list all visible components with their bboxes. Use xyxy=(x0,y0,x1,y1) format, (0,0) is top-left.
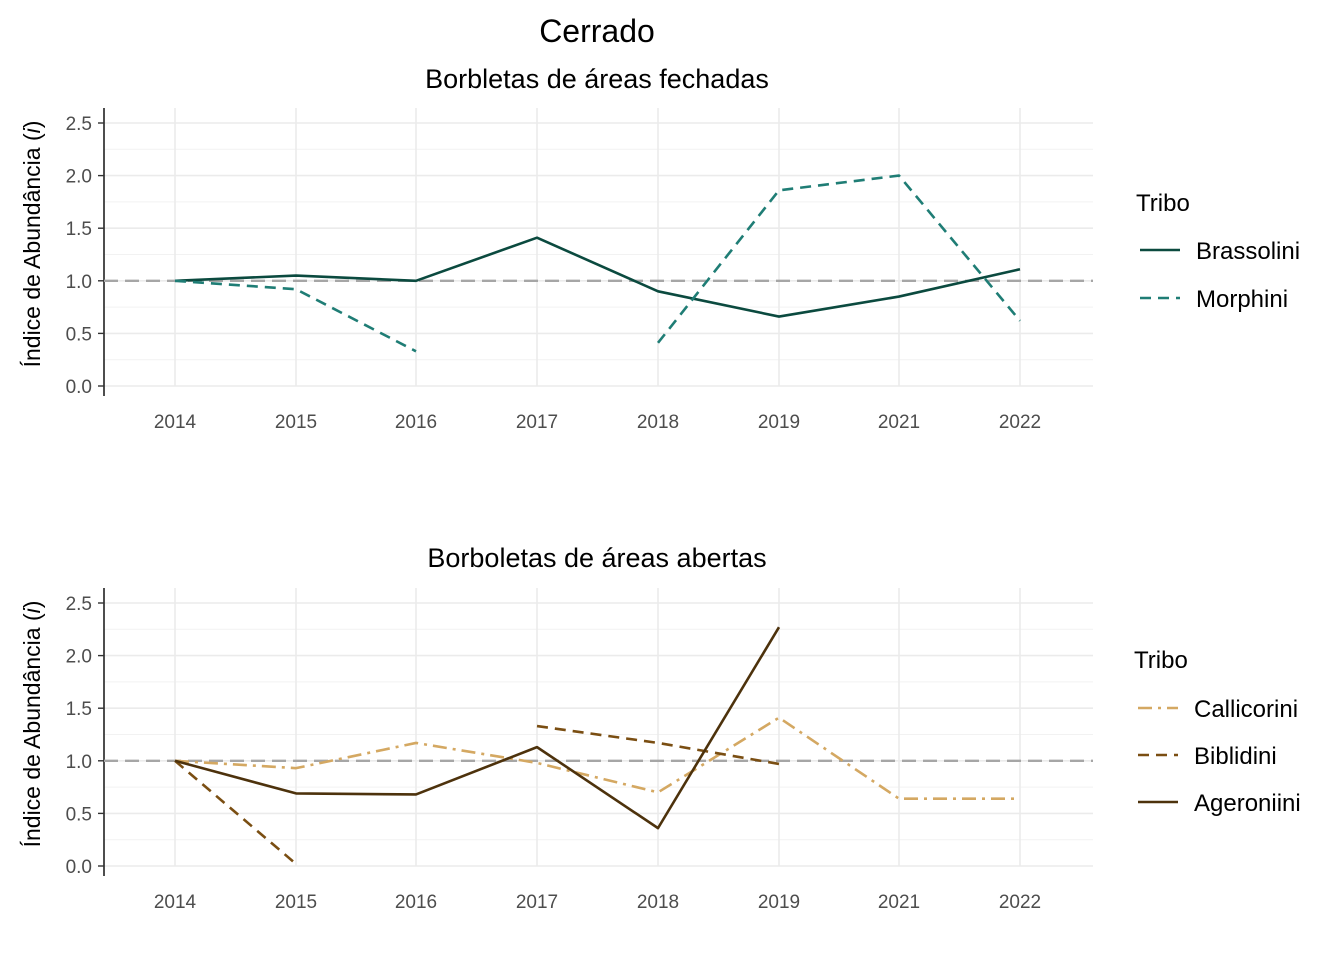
x-tick-label: 2019 xyxy=(758,892,800,913)
legend-label: Morphini xyxy=(1196,286,1288,313)
x-tick-label: 2021 xyxy=(878,892,920,913)
series-ageroniini xyxy=(174,626,781,830)
series-line xyxy=(656,174,1021,344)
series-line xyxy=(174,279,417,353)
series-brassolini xyxy=(174,236,1021,318)
series-line xyxy=(174,716,1020,800)
x-tick-label: 2022 xyxy=(999,892,1041,913)
y-tick-label: 1.0 xyxy=(66,752,92,773)
series-line xyxy=(536,724,780,766)
figure-title: Cerrado xyxy=(539,13,655,49)
legend-label: Ageroniini xyxy=(1194,790,1301,817)
y-tick-label: 2.0 xyxy=(66,167,92,188)
legend-title: Tribo xyxy=(1134,647,1188,674)
x-tick-label: 2014 xyxy=(154,892,197,913)
series-line xyxy=(174,236,1021,318)
y-tick-label: 2.5 xyxy=(66,114,92,135)
grid xyxy=(104,108,1093,387)
y-tick-label: 1.5 xyxy=(66,699,92,720)
y-tick-label: 2.5 xyxy=(66,594,92,615)
series-biblidini xyxy=(174,724,780,865)
series-callicorini xyxy=(174,716,1020,800)
panel-open-areas: Borboletas de áreas abertas 0.0 0.5 1.0 1.5 2… xyxy=(19,543,1301,913)
x-tick-label: 2017 xyxy=(516,412,558,433)
x-tick-label: 2017 xyxy=(516,892,558,913)
x-tick-label: 2018 xyxy=(637,412,679,433)
y-axis-label: Índice de Abundância (i) xyxy=(19,601,45,848)
y-tick-label: 0.5 xyxy=(66,324,92,345)
x-tick-label: 2015 xyxy=(275,412,317,433)
y-axis-label: Índice de Abundância (i) xyxy=(19,121,45,368)
panel-title: Borbletas de áreas fechadas xyxy=(425,64,769,94)
x-tick-label: 2014 xyxy=(154,412,197,433)
panel-title: Borboletas de áreas abertas xyxy=(427,543,766,573)
y-tick-label: 0.5 xyxy=(66,804,92,825)
x-tick-label: 2016 xyxy=(395,412,437,433)
y-tick-label: 1.5 xyxy=(66,219,92,240)
y-tick-label: 0.0 xyxy=(66,857,92,878)
y-tick-label: 1.0 xyxy=(66,272,92,293)
series-line xyxy=(174,626,781,830)
x-tick-label: 2015 xyxy=(275,892,317,913)
grid xyxy=(104,588,1093,867)
series-morphini xyxy=(174,174,1021,353)
legend-label: Biblidini xyxy=(1194,743,1277,770)
y-tick-label: 2.0 xyxy=(66,647,92,668)
y-tick-label: 0.0 xyxy=(66,377,92,398)
x-tick-label: 2016 xyxy=(395,892,437,913)
x-tick-label: 2018 xyxy=(637,892,679,913)
panel-closed-areas: Borbletas de áreas fechadas 0.0 0.5 1.0 1.5 2… xyxy=(19,64,1300,433)
x-tick-label: 2022 xyxy=(999,412,1041,433)
x-tick-label: 2021 xyxy=(878,412,920,433)
legend-title: Tribo xyxy=(1136,190,1190,217)
series-line xyxy=(174,759,297,865)
legend-label: Brassolini xyxy=(1196,238,1300,265)
x-tick-label: 2019 xyxy=(758,412,800,433)
legend-label: Callicorini xyxy=(1194,696,1298,723)
